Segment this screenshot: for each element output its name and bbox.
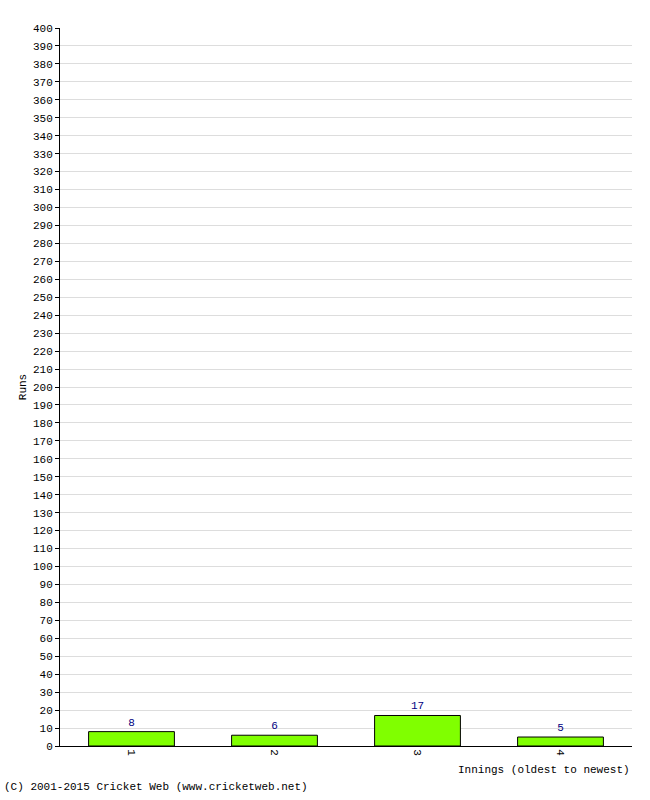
svg-text:290: 290 bbox=[33, 220, 53, 232]
svg-text:4: 4 bbox=[554, 749, 566, 756]
svg-text:10: 10 bbox=[40, 723, 53, 735]
svg-text:(C) 2001-2015 Cricket Web (www: (C) 2001-2015 Cricket Web (www.cricketwe… bbox=[4, 781, 308, 793]
svg-text:120: 120 bbox=[33, 525, 53, 537]
svg-text:310: 310 bbox=[33, 184, 53, 196]
svg-text:270: 270 bbox=[33, 256, 53, 268]
svg-text:Innings (oldest to newest): Innings (oldest to newest) bbox=[458, 764, 630, 776]
svg-text:30: 30 bbox=[40, 687, 53, 699]
svg-text:390: 390 bbox=[33, 41, 53, 53]
svg-text:230: 230 bbox=[33, 328, 53, 340]
svg-text:300: 300 bbox=[33, 202, 53, 214]
svg-text:210: 210 bbox=[33, 364, 53, 376]
svg-text:1: 1 bbox=[125, 749, 137, 756]
svg-text:380: 380 bbox=[33, 59, 53, 71]
svg-text:150: 150 bbox=[33, 472, 53, 484]
svg-text:50: 50 bbox=[40, 651, 53, 663]
svg-text:8: 8 bbox=[128, 717, 135, 729]
svg-text:3: 3 bbox=[411, 749, 423, 756]
svg-text:360: 360 bbox=[33, 95, 53, 107]
svg-text:170: 170 bbox=[33, 436, 53, 448]
svg-text:280: 280 bbox=[33, 238, 53, 250]
svg-text:70: 70 bbox=[40, 615, 53, 627]
svg-text:350: 350 bbox=[33, 113, 53, 125]
svg-text:220: 220 bbox=[33, 346, 53, 358]
svg-text:17: 17 bbox=[411, 700, 424, 712]
svg-text:400: 400 bbox=[33, 23, 53, 35]
svg-text:100: 100 bbox=[33, 561, 53, 573]
svg-text:160: 160 bbox=[33, 454, 53, 466]
svg-text:80: 80 bbox=[40, 597, 53, 609]
svg-text:250: 250 bbox=[33, 292, 53, 304]
svg-text:180: 180 bbox=[33, 418, 53, 430]
svg-text:90: 90 bbox=[40, 579, 53, 591]
svg-text:140: 140 bbox=[33, 490, 53, 502]
svg-text:20: 20 bbox=[40, 705, 53, 717]
svg-text:330: 330 bbox=[33, 149, 53, 161]
svg-text:Runs: Runs bbox=[17, 374, 29, 400]
svg-text:200: 200 bbox=[33, 382, 53, 394]
svg-text:5: 5 bbox=[557, 722, 564, 734]
svg-text:130: 130 bbox=[33, 508, 53, 520]
svg-text:370: 370 bbox=[33, 77, 53, 89]
svg-text:2: 2 bbox=[268, 749, 280, 756]
svg-text:260: 260 bbox=[33, 274, 53, 286]
svg-text:340: 340 bbox=[33, 131, 53, 143]
svg-text:320: 320 bbox=[33, 166, 53, 178]
svg-text:190: 190 bbox=[33, 400, 53, 412]
svg-text:40: 40 bbox=[40, 669, 53, 681]
svg-text:240: 240 bbox=[33, 310, 53, 322]
svg-text:110: 110 bbox=[33, 543, 53, 555]
svg-text:6: 6 bbox=[271, 720, 278, 732]
svg-text:60: 60 bbox=[40, 633, 53, 645]
svg-text:0: 0 bbox=[46, 741, 53, 753]
